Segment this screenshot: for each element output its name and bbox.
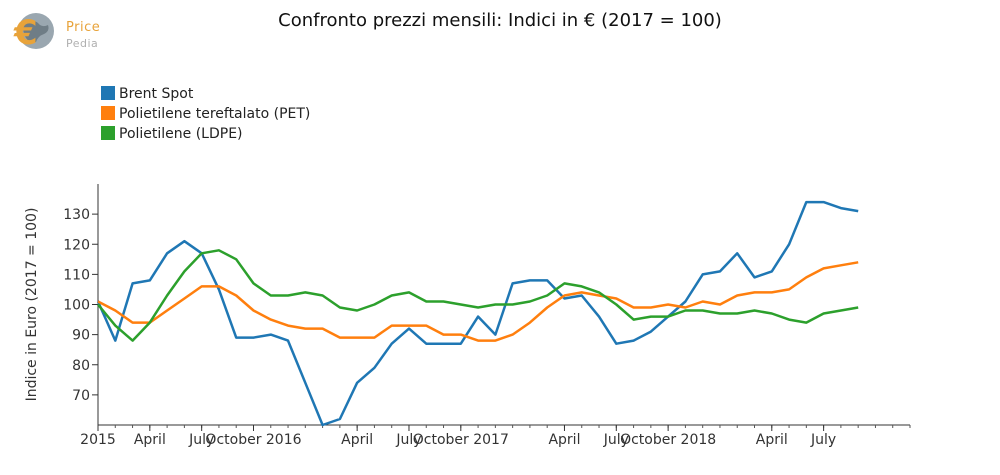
legend-swatch [101, 126, 115, 140]
x-tick-label: July [395, 432, 421, 448]
chart-title: Confronto prezzi mensili: Indici in € (2… [278, 10, 722, 31]
y-tick-label: 100 [63, 298, 90, 314]
x-tick-label: April [341, 432, 373, 448]
legend-label: Polietilene tereftalato (PET) [119, 106, 310, 122]
series-line [96, 200, 859, 427]
legend-label: Polietilene (LDPE) [119, 126, 243, 142]
x-tick-label: July [603, 432, 629, 448]
x-tick-label: July [810, 432, 836, 448]
x-tick-label: October 2018 [620, 432, 716, 448]
logo-text-price: Price [66, 20, 101, 35]
legend: Brent Spot Polietilene tereftalato (PET) P… [101, 86, 310, 142]
y-tick-label: 130 [63, 207, 90, 223]
series-line [97, 249, 859, 342]
y-tick-label: 110 [63, 267, 90, 283]
x-tick-label: October 2017 [413, 432, 509, 448]
y-tick-label: 120 [63, 237, 90, 253]
series-lines [96, 200, 859, 427]
y-tick-label: 80 [72, 358, 90, 374]
y-axis-title: Indice in Euro (2017 = 100) [24, 208, 40, 402]
series-line [97, 261, 859, 342]
y-tick-label: 70 [72, 388, 90, 404]
x-tick-label: April [134, 432, 166, 448]
legend-swatch [101, 86, 115, 100]
y-tick-label: 90 [72, 328, 90, 344]
legend-swatch [101, 106, 115, 120]
x-tick-label: July [188, 432, 214, 448]
svg-text:€: € [13, 13, 38, 53]
legend-label: Brent Spot [119, 86, 194, 102]
x-tick-label: October 2016 [205, 432, 301, 448]
x-tick-label: April [756, 432, 788, 448]
pricepedia-logo: € Price Pedia [8, 8, 108, 54]
logo-text-pedia: Pedia [66, 37, 99, 50]
euro-globe-icon: € [13, 13, 54, 53]
x-tick-label: 2015 [80, 432, 116, 448]
x-tick-label: April [548, 432, 580, 448]
